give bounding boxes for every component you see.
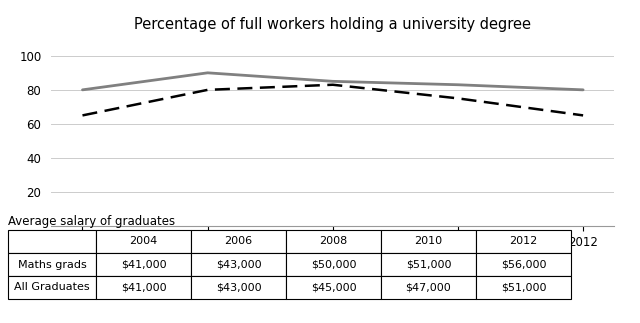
Bar — [191, 253, 286, 276]
Bar — [8, 276, 96, 299]
Text: $41,000: $41,000 — [121, 283, 166, 293]
Legend: Maths Graduates, All Graduates: Maths Graduates, All Graduates — [104, 284, 392, 307]
Text: $45,000: $45,000 — [310, 283, 356, 293]
Text: $51,000: $51,000 — [500, 283, 547, 293]
Text: 2004: 2004 — [129, 236, 157, 246]
Bar — [8, 230, 96, 253]
Text: 2008: 2008 — [319, 236, 348, 246]
Bar — [96, 253, 191, 276]
Bar — [476, 276, 571, 299]
Text: $51,000: $51,000 — [406, 259, 451, 269]
Text: 2012: 2012 — [509, 236, 538, 246]
Bar — [286, 253, 381, 276]
Bar — [286, 230, 381, 253]
Bar — [96, 276, 191, 299]
Text: Maths grads: Maths grads — [18, 259, 86, 269]
Bar — [381, 253, 476, 276]
Bar — [8, 253, 96, 276]
Bar — [381, 230, 476, 253]
Text: $47,000: $47,000 — [406, 283, 451, 293]
Text: $50,000: $50,000 — [311, 259, 356, 269]
Bar — [96, 230, 191, 253]
Bar — [286, 276, 381, 299]
Text: $41,000: $41,000 — [121, 259, 166, 269]
Bar — [381, 276, 476, 299]
Bar — [476, 230, 571, 253]
Text: 2006: 2006 — [225, 236, 253, 246]
Text: $43,000: $43,000 — [216, 259, 261, 269]
Text: 2010: 2010 — [415, 236, 443, 246]
Text: All Graduates: All Graduates — [14, 283, 90, 293]
Bar — [476, 253, 571, 276]
Title: Percentage of full workers holding a university degree: Percentage of full workers holding a uni… — [134, 17, 531, 32]
Bar — [191, 230, 286, 253]
Text: Average salary of graduates: Average salary of graduates — [8, 215, 175, 228]
Text: $56,000: $56,000 — [500, 259, 547, 269]
Bar — [191, 276, 286, 299]
Text: $43,000: $43,000 — [216, 283, 261, 293]
